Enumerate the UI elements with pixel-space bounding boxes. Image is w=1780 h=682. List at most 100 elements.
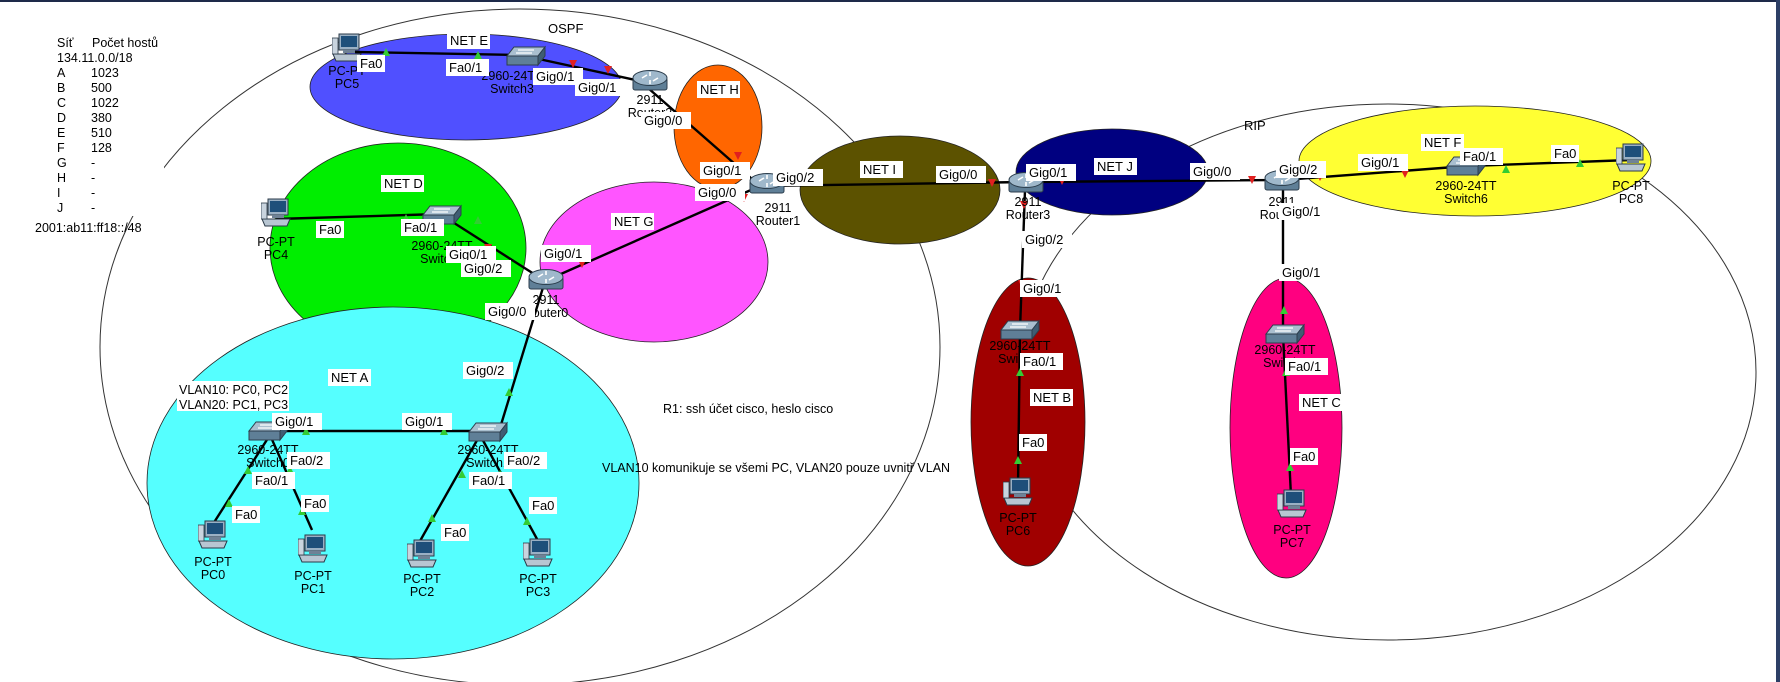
net-j-label-text: NET J xyxy=(1097,159,1133,174)
port-label: Fa0 xyxy=(301,495,329,512)
subnet-table-row-name: I xyxy=(57,186,60,200)
subnet-table-row-hosts: 1023 xyxy=(91,66,119,80)
device-name-label: PC7 xyxy=(1280,536,1304,550)
port-label: Fa0 xyxy=(232,506,260,523)
port-label-bg xyxy=(541,245,591,262)
port-label-text: Gig0/1 xyxy=(1282,265,1320,280)
device-model-label: PC-PT xyxy=(1612,179,1650,193)
device-model-label: 2911 xyxy=(765,201,792,215)
device-model-label: 2911 xyxy=(637,93,664,107)
port-label-text: Gig0/2 xyxy=(776,170,814,185)
link-line xyxy=(354,50,518,57)
port-status-down xyxy=(734,152,742,160)
window-top-border xyxy=(0,0,1780,2)
port-label-bg xyxy=(357,55,385,72)
port-status-down xyxy=(604,66,612,74)
port-status-up xyxy=(1502,165,1510,173)
subnet-table-row-name: G xyxy=(57,156,67,170)
port-label: Gig0/2 xyxy=(461,260,511,277)
port-label-bg xyxy=(232,506,260,523)
net-b-label-bg xyxy=(1030,389,1073,406)
net-f-label: NET F xyxy=(1421,134,1464,151)
port-label-bg xyxy=(441,524,469,541)
device-model-label: PC-PT xyxy=(257,235,295,249)
subnet-table-row-hosts: 1022 xyxy=(91,96,119,110)
port-label: Fa0/1 xyxy=(1460,148,1503,165)
port-label: Gig0/1 xyxy=(402,413,452,430)
port-status-down xyxy=(1020,201,1028,209)
port-label-text: Gig0/0 xyxy=(488,304,526,319)
port-label-text: Gig0/1 xyxy=(275,414,313,429)
port-label-text: Fa0 xyxy=(319,222,341,237)
vlan-communication-note: VLAN10 komunikuje se všemi PC, VLAN20 po… xyxy=(602,461,950,475)
computer-icon xyxy=(407,539,437,568)
subnet-table-row-name: D xyxy=(57,111,66,125)
port-status-up xyxy=(458,470,466,478)
port-label-bg xyxy=(1551,145,1579,162)
port-label-bg xyxy=(461,260,511,277)
port-label-bg xyxy=(1358,154,1408,171)
port-label-bg xyxy=(700,162,750,179)
subnet-table-row-name: J xyxy=(57,201,63,215)
subnet-table-row-hosts: - xyxy=(91,156,95,170)
subnet-table-row-name: B xyxy=(57,81,65,95)
port-label-text: Fa0/2 xyxy=(290,453,323,468)
net-i-label-bg xyxy=(860,161,903,178)
port-label-text: Gig0/1 xyxy=(1361,155,1399,170)
port-label-bg xyxy=(1020,280,1070,297)
device-model-label: PC-PT xyxy=(194,555,232,569)
device-model-label: 2960-24TT xyxy=(457,443,519,457)
port-status-down xyxy=(1248,176,1256,184)
port-label: Fa0 xyxy=(1290,448,1318,465)
switch-icon xyxy=(468,422,508,442)
port-status-up xyxy=(428,514,436,522)
computer-icon xyxy=(332,33,362,62)
device-name-label: PC6 xyxy=(1006,524,1030,538)
net-a-label: NET A xyxy=(328,369,371,386)
net-a-label-text: NET A xyxy=(331,370,369,385)
port-status-up xyxy=(1016,368,1024,376)
port-label-text: Gig0/0 xyxy=(1193,164,1231,179)
port-label-text: Fa0/1 xyxy=(255,473,288,488)
port-label-bg xyxy=(252,472,295,489)
port-label-bg xyxy=(287,452,330,469)
port-label-bg xyxy=(402,413,452,430)
switch-icon xyxy=(506,46,546,66)
computer-icon xyxy=(1003,477,1033,506)
r1-ssh-note: R1: ssh účet cisco, heslo cisco xyxy=(663,402,833,416)
port-label: Fa0 xyxy=(1019,434,1047,451)
port-label-text: Fa0 xyxy=(532,498,554,513)
port-status-up xyxy=(382,48,390,56)
net-e-label-bg xyxy=(447,32,490,49)
vlan-note-bg xyxy=(177,381,289,411)
port-label-bg xyxy=(401,219,444,236)
subnet-table-row-hosts: - xyxy=(91,201,95,215)
ospf-area-outline xyxy=(99,8,941,682)
device-model-label: PC-PT xyxy=(519,572,557,586)
device-name-label: Switch0 xyxy=(246,456,290,470)
port-label-text: Gig0/1 xyxy=(1023,281,1061,296)
port-status-down xyxy=(988,179,996,187)
ipv6-prefix: 2001:ab11:ff18::/48 xyxy=(35,221,142,235)
port-label-bg xyxy=(1460,148,1503,165)
port-label-bg xyxy=(773,169,823,186)
port-label-text: Gig0/1 xyxy=(544,246,582,261)
net-j-label: NET J xyxy=(1094,158,1137,175)
port-status-up xyxy=(523,517,531,525)
